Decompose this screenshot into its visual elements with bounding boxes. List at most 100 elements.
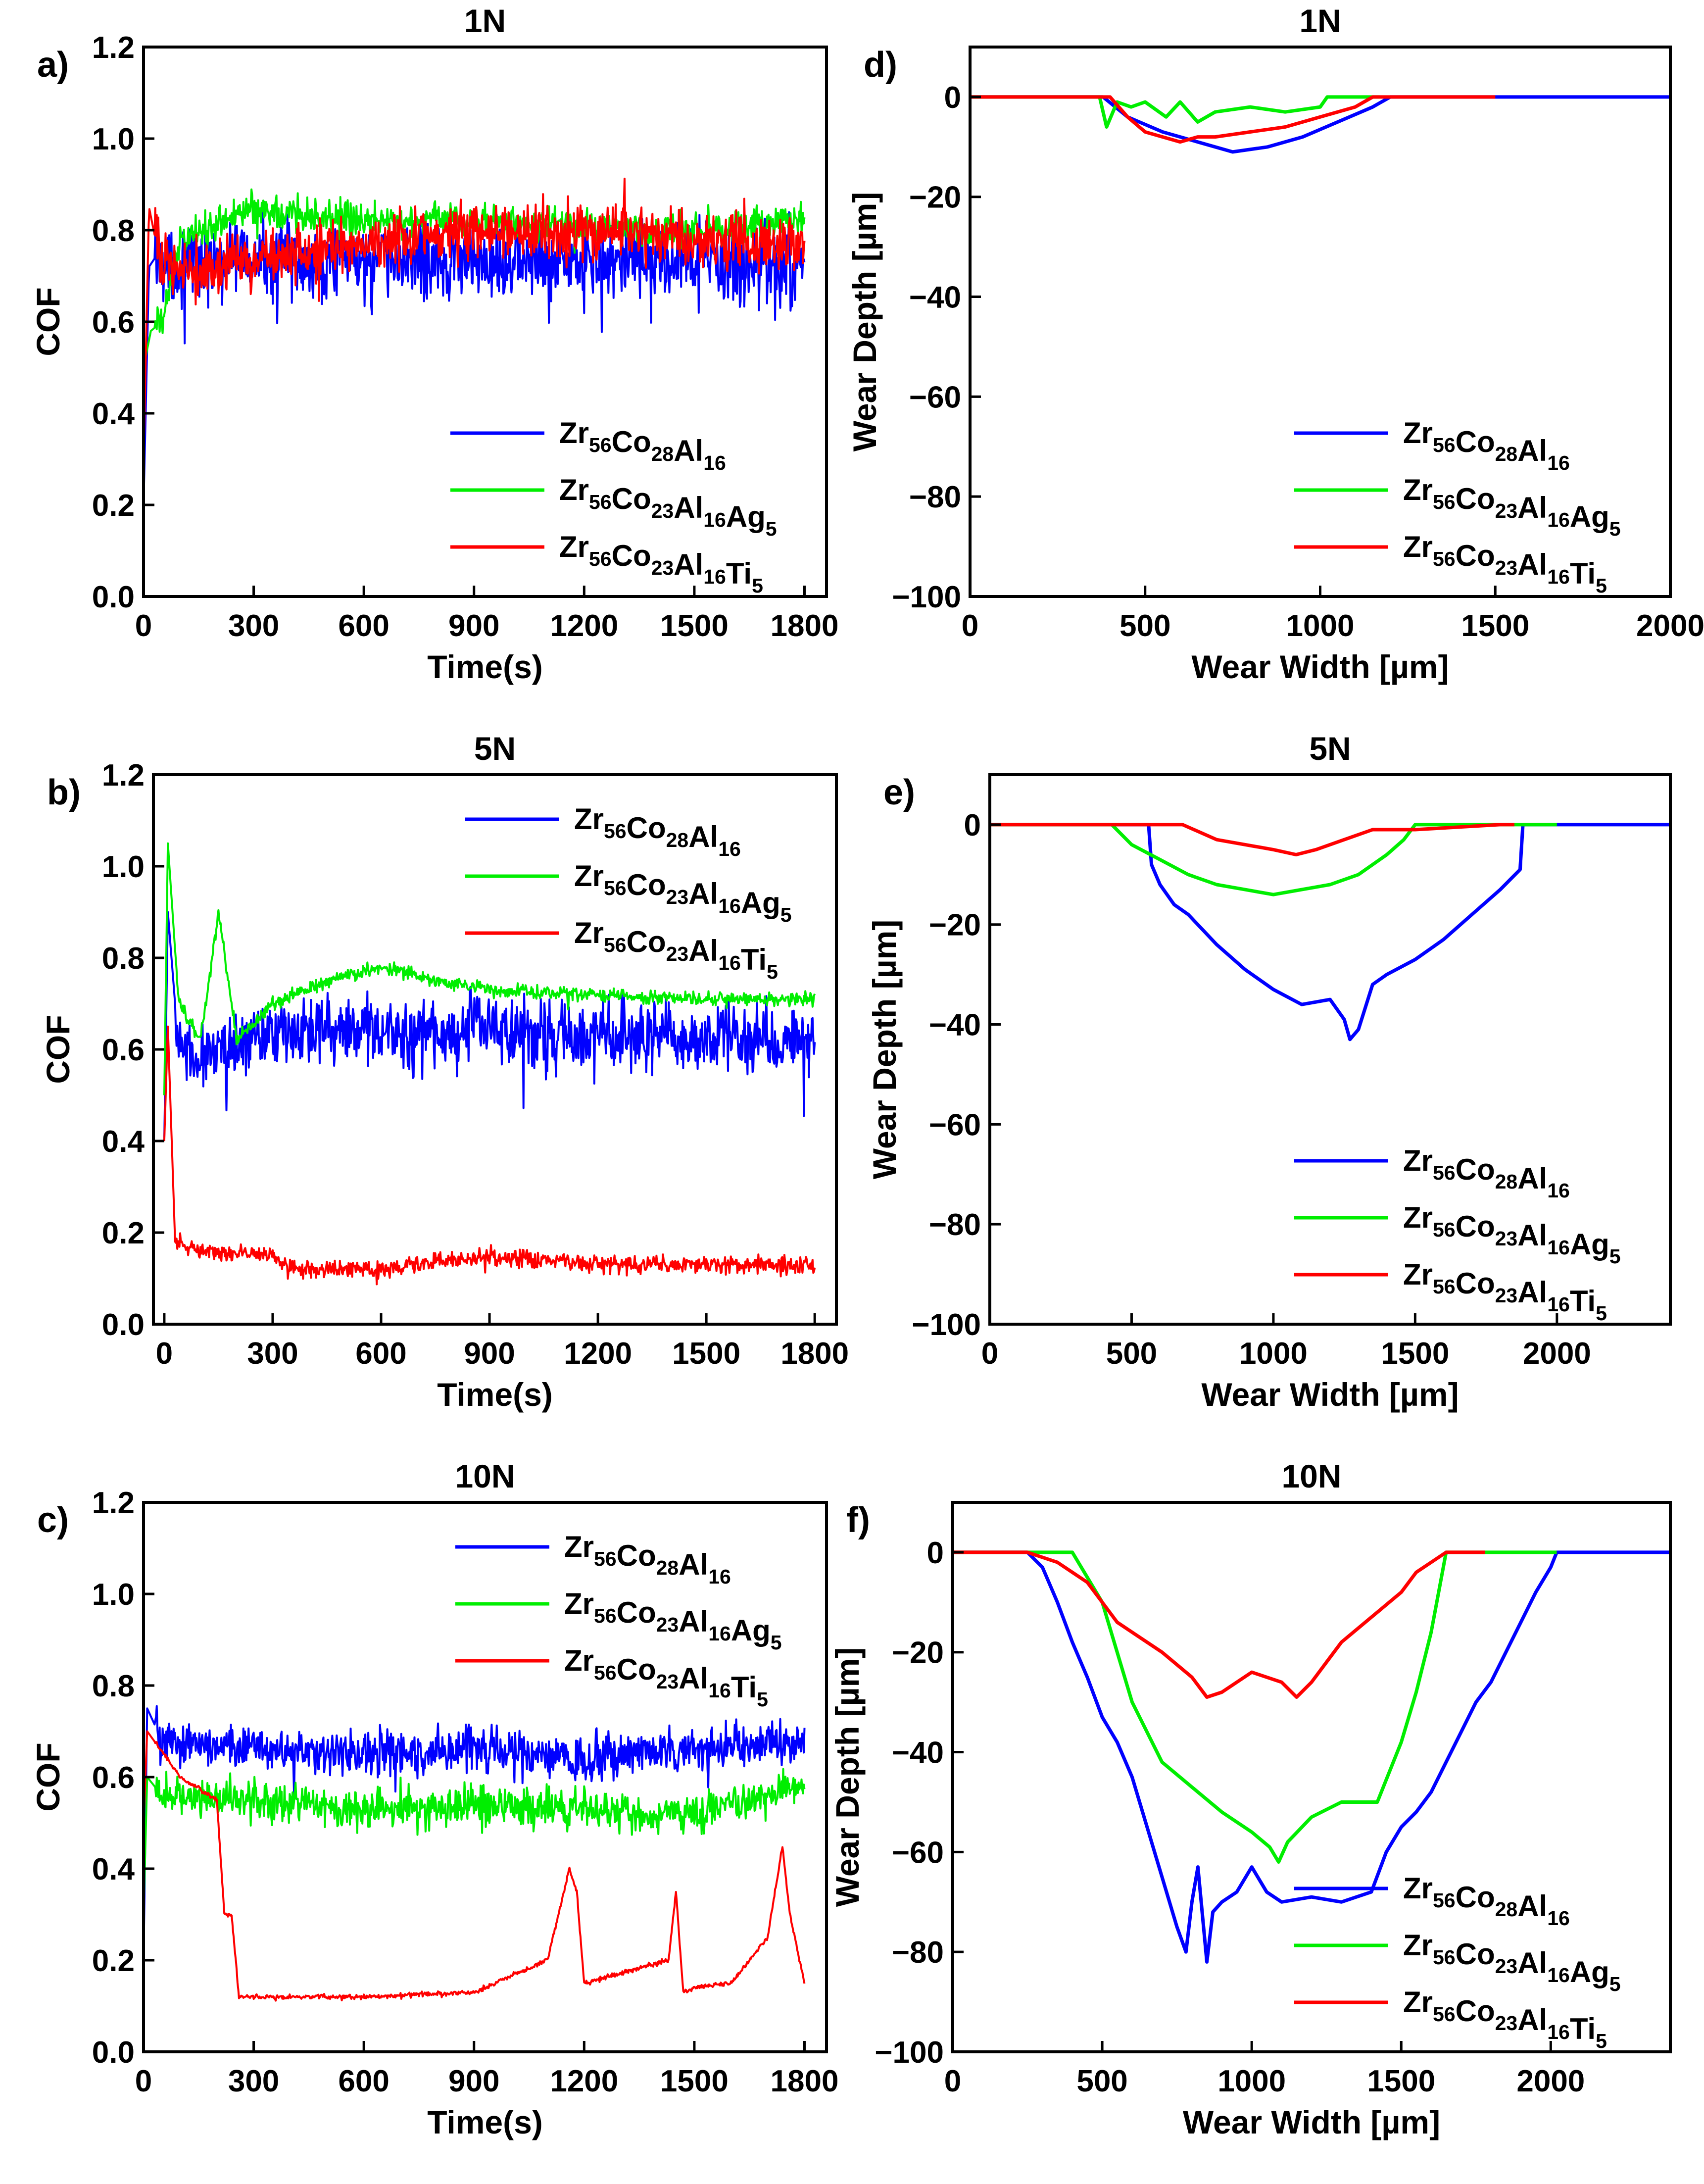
plot-area — [970, 95, 1670, 154]
legend-label: Zr56Co23Al16Ti5 — [1403, 530, 1607, 597]
x-tick-label: 1500 — [1381, 1337, 1449, 1371]
series-line-1 — [144, 1768, 806, 1915]
x-tick-label: 1500 — [1367, 2064, 1435, 2098]
series-line-1 — [970, 95, 1380, 129]
x-tick-label: 0 — [135, 2064, 152, 2098]
y-tick-label: −60 — [929, 1108, 981, 1142]
x-tick-label: 600 — [338, 609, 389, 643]
chart-panel-b: 0 300 600 900 1200 1500 1800 0.0 0.2 0.4 0.6 0.8 1.0… — [40, 730, 849, 1413]
plot-area — [163, 842, 816, 1286]
y-tick-label: 1.0 — [92, 122, 135, 156]
chart-panel-c: 0 300 600 900 1200 1500 1800 0.0 0.2 0.4 0.6 0.8 1.0… — [30, 1458, 838, 2140]
panel-label: f) — [846, 1500, 870, 1540]
y-tick-label: 0.4 — [102, 1125, 145, 1159]
x-tick-label: 0 — [944, 2064, 961, 2098]
x-tick-label: 600 — [355, 1337, 406, 1371]
chart-panel-a: 0 300 600 900 1200 1500 1800 0.0 0.2 0.4 0.6 0.8 1.0… — [30, 2, 838, 685]
chart-panel-e: 0 500 1000 1500 2000 −100 −80 −60 −40 −20 0 5N e) Wea… — [866, 730, 1672, 1413]
chart-title: 1N — [464, 2, 506, 39]
series-line-2 — [144, 1730, 806, 2002]
y-tick-label: 1.0 — [92, 1578, 135, 1612]
y-tick-label: 0.0 — [102, 1308, 145, 1342]
y-tick-label: −40 — [909, 281, 961, 315]
panel-label: e) — [883, 773, 915, 812]
x-tick-label: 300 — [228, 609, 279, 643]
plot-area — [990, 823, 1670, 1042]
x-axis-label: Wear Width [µm] — [1201, 1376, 1459, 1413]
legend-label: Zr56Co28Al16 — [1403, 1144, 1570, 1202]
x-tick-label: 1000 — [1217, 2064, 1286, 2098]
y-tick-label: −80 — [929, 1208, 981, 1242]
chart-title: 10N — [455, 1458, 515, 1494]
x-tick-label: 1800 — [780, 1337, 849, 1371]
series-line-2 — [163, 1025, 816, 1286]
y-tick-label: 0.2 — [102, 1216, 145, 1250]
y-tick-label: −100 — [912, 1308, 981, 1342]
series-line-1 — [990, 823, 1557, 896]
y-tick-label: 0.6 — [92, 305, 135, 340]
chart-title: 1N — [1299, 2, 1341, 39]
x-tick-label: 1500 — [660, 2064, 729, 2098]
y-tick-label: 1.0 — [102, 850, 145, 884]
legend-label: Zr56Co23Al16Ag5 — [574, 859, 792, 926]
y-axis-label: COF — [40, 1015, 76, 1084]
y-tick-label: −20 — [892, 1636, 944, 1670]
x-tick-label: 1500 — [660, 609, 729, 643]
series-line-0 — [163, 911, 816, 1142]
panel-label: a) — [37, 45, 69, 85]
legend-label: Zr56Co23Al16Ag5 — [1403, 1929, 1621, 1995]
x-tick-label: 900 — [448, 609, 499, 643]
chart-title: 5N — [474, 730, 516, 767]
x-tick-label: 0 — [962, 609, 978, 643]
y-tick-label: −20 — [909, 181, 961, 215]
y-tick-label: 0.4 — [92, 1852, 135, 1886]
legend-label: Zr56Co23Al16Ti5 — [1403, 1258, 1607, 1325]
legend-label: Zr56Co23Al16Ti5 — [559, 530, 763, 597]
x-tick-label: 600 — [338, 2064, 389, 2098]
y-tick-label: 0.0 — [92, 2035, 135, 2070]
legend-label: Zr56Co28Al16 — [1403, 416, 1570, 474]
y-tick-label: 0.0 — [92, 580, 135, 614]
x-axis-label: Time(s) — [427, 2104, 543, 2140]
legend: Zr56Co28Al16Zr56Co23Al16Ag5Zr56Co23Al16T… — [450, 416, 777, 597]
chart-title: 5N — [1309, 730, 1351, 767]
x-tick-label: 1500 — [1461, 609, 1529, 643]
plot-area — [144, 1705, 806, 2002]
series-line-2 — [990, 823, 1514, 856]
x-tick-label: 0 — [135, 609, 152, 643]
axes-frame — [988, 773, 1672, 1326]
y-tick-label: 0.8 — [102, 942, 145, 976]
legend-label: Zr56Co23Al16Ti5 — [574, 916, 778, 983]
y-tick-label: −40 — [929, 1008, 981, 1042]
y-axis-label: Wear Depth [µm] — [829, 1647, 866, 1907]
x-tick-label: 0 — [156, 1337, 173, 1371]
y-tick-label: 0.6 — [92, 1761, 135, 1795]
axes-frame — [951, 1501, 1672, 2053]
panel-label: d) — [864, 45, 897, 85]
y-tick-label: −100 — [892, 580, 961, 614]
x-axis-label: Wear Width [µm] — [1191, 648, 1449, 685]
x-axis-label: Time(s) — [437, 1376, 553, 1413]
panel-label: b) — [47, 773, 81, 812]
y-axis-label: COF — [30, 1742, 66, 1811]
x-tick-label: 2000 — [1523, 1337, 1591, 1371]
y-tick-label: −80 — [909, 480, 961, 514]
legend: Zr56Co28Al16Zr56Co23Al16Ag5Zr56Co23Al16T… — [465, 802, 792, 983]
y-tick-label: −60 — [892, 1836, 944, 1870]
series-line-2 — [144, 177, 806, 459]
y-tick-label: −20 — [929, 908, 981, 943]
series-line-0 — [990, 823, 1670, 1042]
y-tick-label: 1.2 — [102, 758, 145, 793]
y-tick-label: −80 — [892, 1936, 944, 1970]
legend-label: Zr56Co23Al16Ti5 — [1403, 1985, 1607, 2052]
chart-title: 10N — [1281, 1458, 1341, 1494]
legend: Zr56Co28Al16Zr56Co23Al16Ag5Zr56Co23Al16T… — [455, 1530, 782, 1711]
series-line-0 — [144, 1705, 806, 1961]
x-tick-label: 1500 — [672, 1337, 740, 1371]
x-tick-label: 1800 — [771, 609, 839, 643]
legend-label: Zr56Co23Al16Ag5 — [1403, 473, 1621, 540]
panel-label: c) — [37, 1500, 69, 1540]
y-tick-label: 0.8 — [92, 214, 135, 248]
x-axis-label: Wear Width [µm] — [1183, 2104, 1440, 2140]
